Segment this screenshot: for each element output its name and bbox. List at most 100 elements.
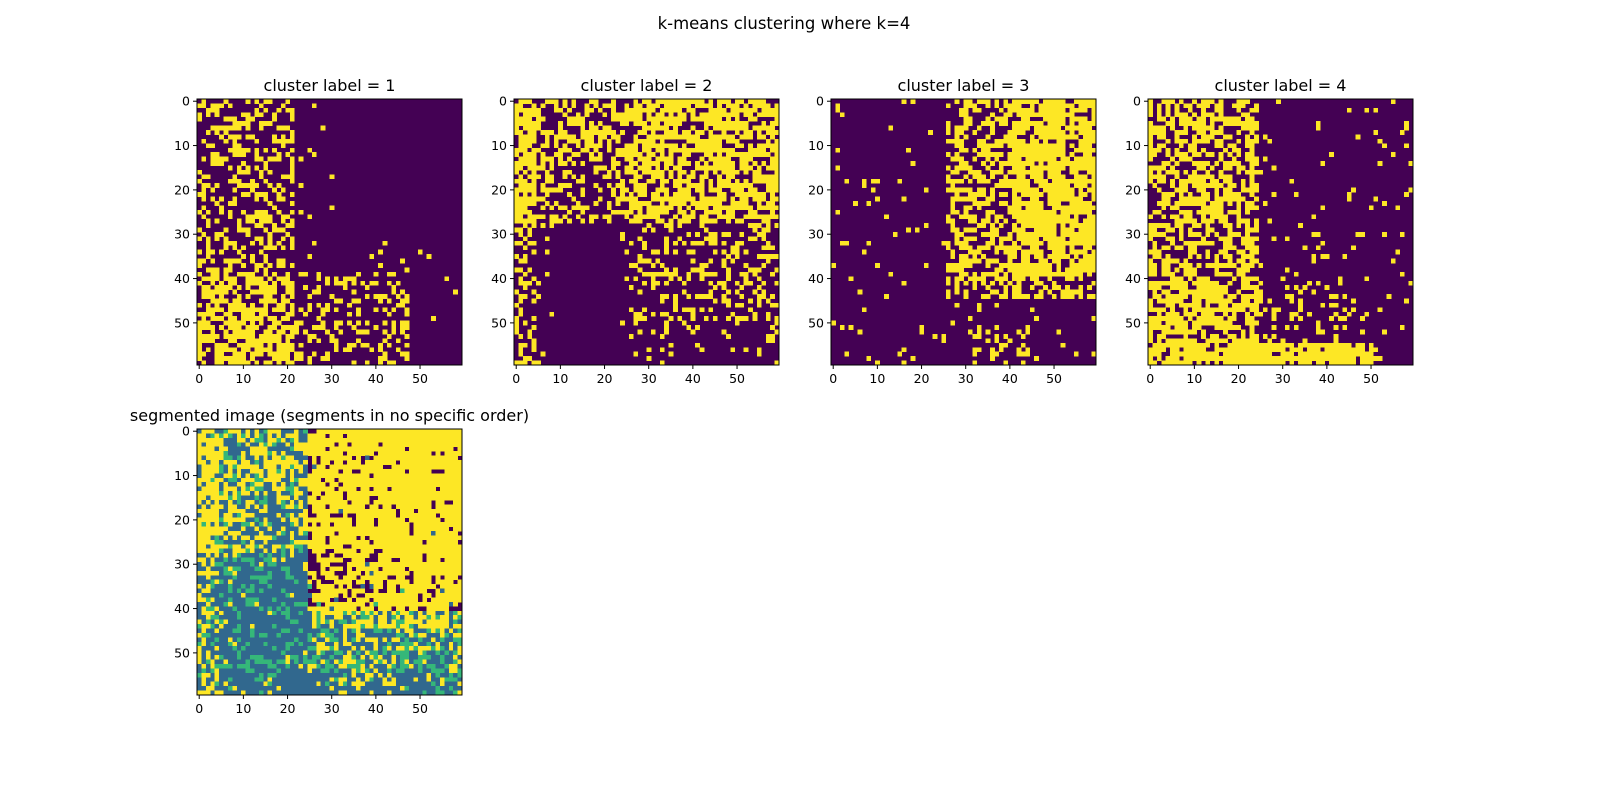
- heatmap-cell: [1254, 360, 1259, 366]
- heatmap-cell: [1214, 103, 1220, 109]
- heatmap-cell: [232, 138, 238, 144]
- heatmap-cell: [712, 232, 718, 237]
- heatmap-cell: [835, 209, 841, 215]
- heatmap-cell: [276, 329, 282, 335]
- heatmap-cell: [1082, 174, 1088, 180]
- heatmap-cell: [1192, 342, 1197, 348]
- heatmap-cell: [197, 333, 202, 339]
- heatmap-cell: [254, 360, 260, 366]
- heatmap-cell: [1060, 289, 1066, 295]
- heatmap-cell: [1240, 218, 1246, 224]
- heatmap-cell: [748, 209, 753, 215]
- heatmap-cell: [756, 125, 762, 131]
- heatmap-cell: [686, 232, 692, 237]
- heatmap-cell: [1043, 258, 1048, 264]
- heatmap-cell: [1236, 307, 1242, 313]
- heatmap-cell: [1025, 147, 1031, 153]
- heatmap-cell: [531, 152, 537, 157]
- heatmap-cell: [567, 169, 572, 175]
- heatmap-cell: [426, 433, 432, 439]
- heatmap-cell: [201, 320, 207, 326]
- heatmap-cell: [1065, 112, 1070, 118]
- heatmap-cell: [1034, 249, 1039, 255]
- heatmap-cell: [1078, 209, 1084, 215]
- heatmap-cell: [1351, 307, 1356, 313]
- heatmap-cell: [1078, 99, 1084, 104]
- heatmap-cell: [963, 236, 969, 242]
- heatmap-cell: [232, 320, 238, 326]
- heatmap-cell: [695, 161, 700, 166]
- heatmap-cell: [668, 276, 674, 282]
- heatmap-cell: [540, 223, 546, 228]
- x-tick-label: 30: [641, 371, 657, 386]
- heatmap-cell: [1069, 112, 1075, 118]
- heatmap-cell: [276, 227, 282, 233]
- heatmap-cell: [1254, 356, 1259, 361]
- heatmap-cell: [703, 116, 709, 122]
- heatmap-cell: [1236, 218, 1242, 224]
- heatmap-cell: [1324, 351, 1330, 357]
- heatmap-cell: [1174, 298, 1180, 304]
- heatmap-cell: [954, 289, 960, 295]
- heatmap-cell: [267, 245, 273, 251]
- heatmap-cell: [972, 196, 978, 202]
- heatmap-cell: [1016, 165, 1022, 171]
- heatmap-cell: [756, 200, 762, 206]
- heatmap-cell: [743, 121, 749, 126]
- heatmap-cell: [664, 116, 669, 122]
- heatmap-cell: [1148, 227, 1153, 233]
- heatmap-cell: [316, 289, 322, 295]
- heatmap-cell: [664, 165, 669, 171]
- heatmap-cell: [646, 214, 652, 220]
- heatmap-cell: [1196, 347, 1202, 353]
- heatmap-cell: [1351, 187, 1356, 193]
- heatmap-cell: [223, 347, 229, 353]
- heatmap-cell: [967, 196, 973, 202]
- heatmap-cell: [642, 165, 647, 171]
- heatmap-cell: [1161, 333, 1167, 339]
- heatmap-cell: [1183, 289, 1189, 295]
- heatmap-cell: [668, 116, 674, 122]
- heatmap-cell: [589, 143, 594, 149]
- heatmap-cell: [721, 183, 727, 189]
- heatmap-cell: [1029, 147, 1035, 153]
- heatmap-cell: [650, 209, 656, 215]
- heatmap-cell: [227, 276, 233, 282]
- heatmap-cell: [311, 442, 317, 448]
- heatmap-cell: [765, 125, 771, 131]
- heatmap-cell: [1329, 347, 1334, 353]
- heatmap-cell: [294, 437, 299, 443]
- heatmap-cell: [739, 161, 745, 166]
- heatmap-cell: [413, 451, 419, 456]
- heatmap-cell: [1289, 342, 1295, 348]
- heatmap-cell: [1043, 156, 1048, 162]
- heatmap-cell: [752, 103, 758, 109]
- heatmap-cell: [294, 429, 299, 434]
- heatmap-cell: [963, 187, 969, 193]
- heatmap-cells: [831, 99, 1097, 366]
- heatmap-cell: [774, 143, 780, 149]
- heatmap-cell: [615, 196, 621, 202]
- heatmap-cell: [1020, 143, 1026, 149]
- heatmap-cell: [1201, 107, 1206, 113]
- heatmap-cell: [994, 333, 1000, 339]
- heatmap-cell: [708, 152, 714, 157]
- heatmap-cell: [1148, 138, 1153, 144]
- heatmap-cell: [201, 187, 207, 193]
- heatmap-cell: [1178, 152, 1184, 157]
- heatmap-cell: [1082, 125, 1088, 131]
- heatmap-cell: [756, 205, 762, 211]
- heatmap-cell: [227, 240, 233, 246]
- heatmap-cell: [1231, 333, 1237, 339]
- heatmap-cell: [990, 192, 995, 197]
- heatmap-cell: [1060, 205, 1066, 211]
- heatmap-cell: [664, 236, 669, 242]
- heatmap-cell: [1174, 223, 1180, 228]
- heatmap-cell: [981, 99, 986, 104]
- heatmap-cell: [1148, 249, 1153, 255]
- heatmap-cell: [774, 360, 780, 366]
- heatmap-cell: [298, 455, 304, 461]
- heatmap-cell: [522, 236, 528, 242]
- heatmap-cell: [1346, 311, 1352, 317]
- heatmap-cell: [976, 138, 982, 144]
